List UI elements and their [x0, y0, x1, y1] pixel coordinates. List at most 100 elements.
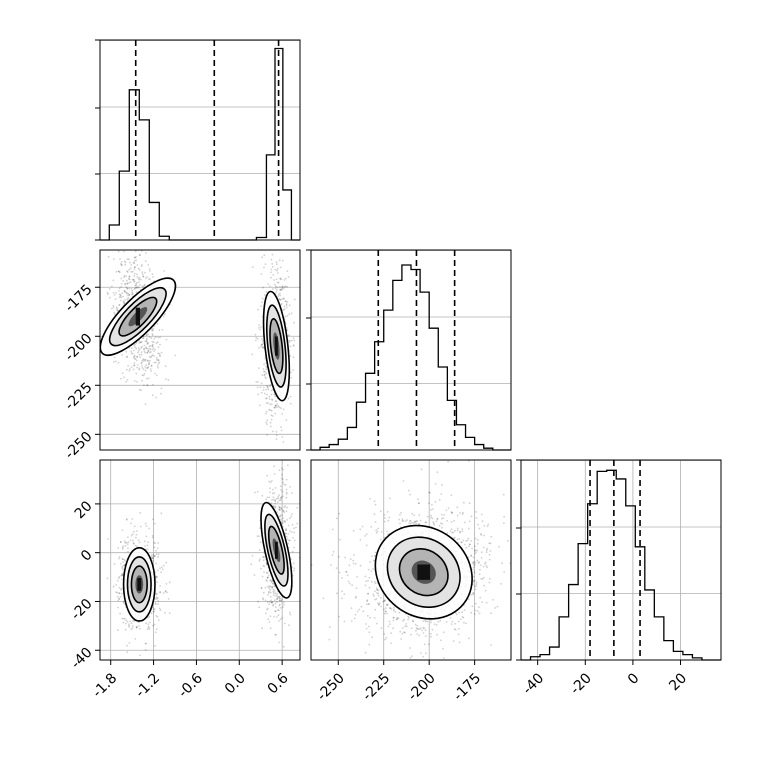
scatter-point	[142, 368, 145, 371]
scatter-point	[118, 575, 121, 578]
scatter-point	[123, 564, 125, 567]
scatter-point	[282, 510, 284, 512]
y-tick-label: -200	[62, 331, 96, 365]
scatter-point	[450, 511, 453, 514]
scatter-point	[113, 563, 116, 565]
scatter-point	[331, 554, 334, 556]
scatter-point	[392, 609, 395, 612]
scatter-point	[157, 603, 160, 605]
scatter-point	[266, 393, 268, 396]
scatter-point	[133, 281, 136, 283]
scatter-point	[275, 406, 277, 409]
scatter-point	[274, 602, 277, 605]
histogram-bin	[550, 647, 560, 660]
scatter-point	[465, 540, 468, 542]
scatter-point	[151, 536, 154, 539]
scatter-point	[262, 346, 264, 349]
scatter-point	[378, 603, 380, 606]
scatter-point	[288, 539, 290, 542]
scatter-point	[258, 347, 260, 349]
scatter-point	[284, 277, 287, 280]
scatter-point	[293, 321, 295, 324]
scatter-point	[147, 625, 150, 628]
scatter-point	[112, 306, 115, 309]
scatter-point	[116, 308, 118, 311]
scatter-point	[146, 548, 149, 551]
scatter-point	[267, 574, 270, 577]
scatter-point	[148, 363, 150, 365]
histogram-bin	[402, 265, 411, 450]
scatter-point	[430, 619, 432, 622]
scatter-point	[131, 270, 134, 273]
scatter-point	[279, 294, 282, 297]
scatter-point	[126, 379, 129, 381]
scatter-point	[115, 270, 118, 273]
scatter-point	[135, 536, 137, 539]
scatter-point	[145, 339, 148, 341]
scatter-point	[270, 418, 273, 421]
scatter-point	[277, 406, 279, 408]
scatter-point	[288, 341, 291, 343]
scatter-point	[283, 247, 285, 249]
scatter-point	[124, 263, 127, 266]
scatter-point	[119, 294, 122, 296]
scatter-point	[352, 559, 355, 562]
scatter-point	[121, 372, 124, 374]
scatter-point	[143, 350, 146, 352]
scatter-point	[263, 374, 266, 377]
scatter-point	[277, 497, 279, 500]
scatter-point	[417, 498, 419, 501]
scatter-point	[386, 603, 389, 606]
scatter-point	[524, 563, 526, 565]
scatter-point	[427, 643, 430, 646]
scatter-point	[269, 481, 272, 484]
scatter-point	[276, 601, 278, 603]
scatter-point	[134, 284, 137, 287]
scatter-point	[118, 304, 121, 306]
scatter-point	[157, 346, 160, 349]
scatter-point	[139, 254, 141, 257]
scatter-point	[266, 580, 269, 583]
scatter-point	[268, 591, 270, 594]
scatter-point	[135, 256, 137, 258]
scatter-point	[280, 467, 283, 470]
scatter-point	[338, 512, 340, 515]
histogram-bin	[393, 280, 402, 450]
scatter-point	[144, 545, 146, 547]
scatter-point	[474, 562, 477, 564]
scatter-point	[134, 343, 136, 346]
scatter-point	[291, 523, 294, 526]
scatter-point	[267, 283, 270, 285]
scatter-point	[433, 522, 435, 525]
scatter-point	[456, 514, 459, 517]
scatter-point	[277, 495, 280, 498]
scatter-point	[279, 266, 282, 269]
scatter-point	[126, 271, 129, 273]
scatter-point	[488, 558, 491, 561]
scatter-point	[125, 292, 128, 294]
scatter-point	[266, 601, 269, 603]
scatter-point	[293, 567, 296, 570]
scatter-point	[418, 502, 420, 505]
scatter-point	[126, 651, 129, 654]
scatter-point	[282, 645, 285, 648]
scatter-point	[126, 356, 128, 359]
scatter-point	[411, 512, 414, 515]
scatter-point	[129, 368, 131, 371]
scatter-point	[159, 343, 161, 346]
scatter-point	[114, 298, 117, 301]
scatter-point	[420, 468, 423, 471]
histogram-bin	[347, 427, 356, 450]
scatter-point	[478, 606, 480, 609]
scatter-point	[164, 590, 167, 592]
scatter-point	[488, 542, 491, 545]
scatter-point	[461, 611, 464, 614]
scatter-point	[487, 523, 490, 526]
scatter-point	[284, 315, 287, 318]
scatter-point	[466, 539, 469, 542]
scatter-point	[352, 529, 355, 532]
scatter-point	[279, 514, 282, 517]
scatter-point	[429, 491, 431, 494]
scatter-point	[484, 562, 486, 565]
scatter-point	[270, 601, 273, 604]
